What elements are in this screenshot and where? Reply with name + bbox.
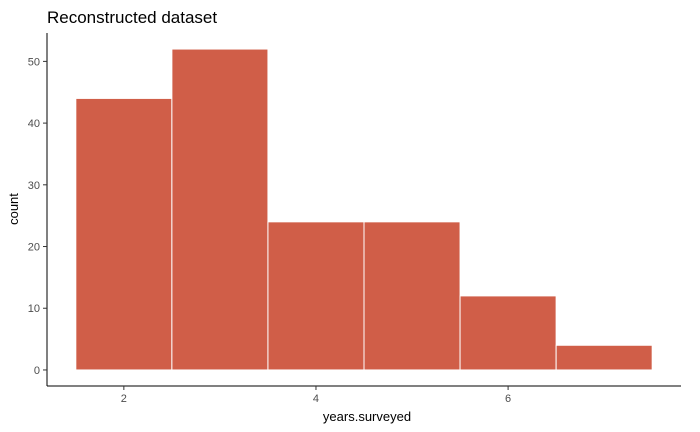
- bars-layer: [75, 48, 653, 371]
- y-axis-label: count: [6, 193, 21, 225]
- histogram-bar-4: [363, 221, 461, 371]
- x-tick-label: 6: [505, 393, 511, 405]
- x-tick-label: 2: [121, 393, 127, 405]
- chart-title: Reconstructed dataset: [47, 8, 217, 27]
- y-tick-label: 20: [28, 242, 40, 254]
- y-tick-label: 40: [28, 118, 40, 130]
- x-tick-label: 4: [313, 393, 319, 405]
- y-axis: 0 10 20 30 40 50: [28, 33, 48, 386]
- histogram-bar-5: [459, 295, 557, 371]
- histogram-bar-1: [75, 97, 173, 371]
- y-tick-label: 50: [28, 56, 40, 68]
- x-axis-label: years.surveyed: [323, 409, 411, 424]
- y-tick-label: 10: [28, 303, 40, 315]
- x-axis: 2 4 6: [47, 385, 681, 405]
- y-tick-label: 0: [34, 365, 40, 377]
- histogram-bar-6: [555, 344, 653, 371]
- y-tick-label: 30: [28, 180, 40, 192]
- histogram-bar-3: [267, 221, 365, 371]
- histogram-bar-2: [171, 48, 269, 371]
